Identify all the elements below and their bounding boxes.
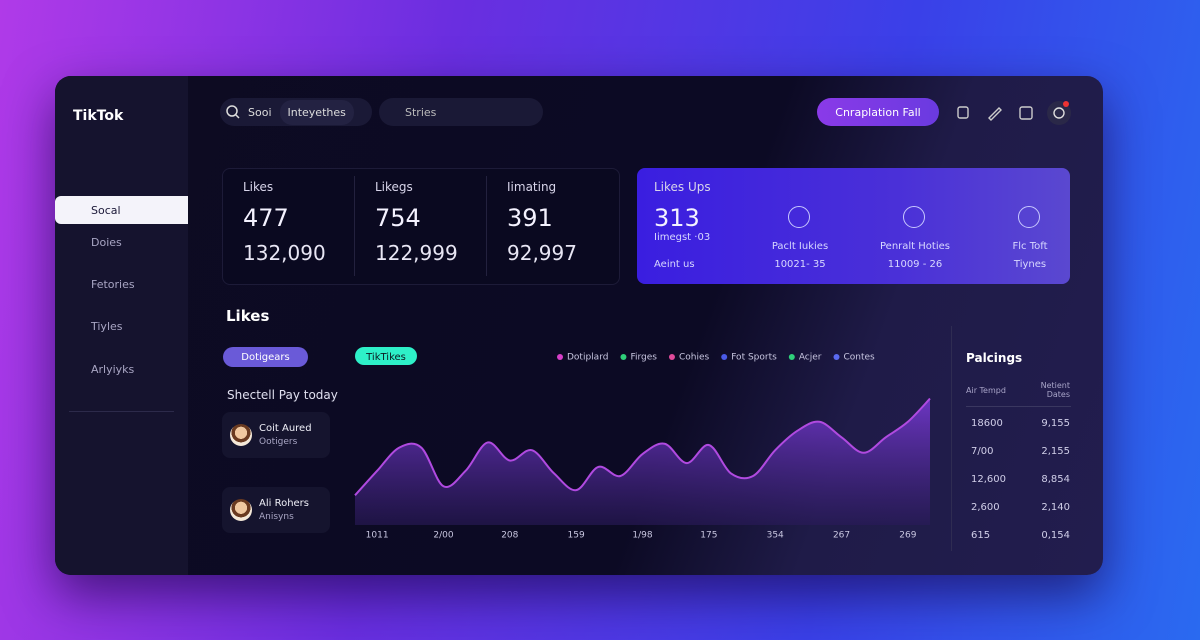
legend-label: Fot Sports (731, 353, 777, 363)
stat-total: 132,090 (243, 241, 326, 265)
ranking-header: Netient Dates (1040, 381, 1070, 399)
ranking-cell: 18600 (971, 418, 1003, 429)
highlight-label: Penralt Hoties (880, 241, 950, 252)
highlight-icon (1018, 206, 1040, 228)
search-icon (226, 105, 240, 119)
stat-value: 754 (375, 204, 421, 232)
ranking-cell: 2,155 (1041, 446, 1070, 457)
highlight-title: Likes Ups (654, 180, 711, 194)
highlight-card (637, 168, 1070, 284)
highlight-label: Flc Toft (1012, 241, 1048, 252)
stat-label: Iimating (507, 180, 557, 194)
legend-swatch (833, 354, 840, 360)
ranking-cell: 9,155 (1041, 418, 1070, 429)
legend-swatch (788, 354, 795, 360)
line (354, 397, 931, 496)
search-2-text: Stries (405, 105, 437, 119)
people-title: Shectell Pay today (227, 388, 338, 402)
ranking-title: Palcings (966, 351, 1023, 365)
divider (69, 411, 174, 412)
legend-label: Firges (630, 353, 657, 363)
ranking-cell: 8,854 (1041, 474, 1070, 485)
search-label: Sooi (248, 105, 272, 119)
divider (951, 326, 952, 551)
highlight-footer: Aeint us (654, 259, 695, 270)
highlight-icon (903, 206, 925, 228)
x-tick-label: 208 (501, 531, 518, 541)
section-title: Likes (226, 307, 270, 325)
ranking-cell: 2,140 (1041, 502, 1070, 513)
chart-tag: TikTikes (365, 352, 406, 363)
legend-label: Contes (844, 353, 876, 363)
x-tick-label: 159 (568, 531, 585, 541)
highlight-value: 313 (654, 204, 700, 232)
avatar (230, 499, 252, 521)
chart: TikTikes Dotiplard Firges Cohies Fot Sports… (354, 347, 931, 541)
ranking-cell: 615 (971, 530, 991, 541)
divider (354, 176, 355, 276)
x-tick-label: 269 (899, 531, 916, 541)
chart-tag-bg (355, 347, 417, 365)
stat-total: 92,997 (507, 241, 577, 265)
stats-card (222, 168, 620, 285)
highlight-sub: Iimegst ·03 (654, 232, 711, 243)
nav-item[interactable]: Fetories (91, 277, 135, 291)
avatar (230, 424, 252, 446)
sidebar: TikTok Socal Doies Fetories Tiyles Arlyi… (55, 76, 188, 575)
person-name: Ali Rohers (259, 498, 310, 509)
stat-label: Likegs (375, 180, 413, 194)
search-value: Inteyethes (279, 99, 354, 125)
highlight-icon (788, 206, 810, 228)
nav-item[interactable]: Socal (55, 196, 188, 224)
search[interactable]: Sooi Inteyethes (220, 98, 372, 126)
x-tick-label: 175 (700, 531, 717, 541)
search-2[interactable]: Stries (379, 98, 543, 126)
ranking-cell: 12,600 (971, 474, 1006, 485)
divider (966, 406, 1071, 407)
stat-value: 477 (243, 204, 289, 232)
legend-swatch (668, 354, 675, 360)
nav-item[interactable]: Doies (91, 235, 122, 249)
highlight-value: Tiynes (1013, 259, 1047, 270)
nav-item[interactable]: Arlyiyks (91, 362, 135, 376)
ranking-cell: 7/00 (971, 446, 994, 457)
person-name: Coit Aured (259, 423, 312, 434)
window: TikTok Socal Doies Fetories Tiyles Arlyi… (55, 76, 1103, 575)
period-button[interactable]: Cnraplation Fall (817, 98, 939, 126)
ranking-cell: 2,600 (971, 502, 1000, 513)
highlight-value: 10021- 35 (774, 259, 826, 270)
legend-label: Dotiplard (567, 353, 608, 363)
area (355, 398, 930, 525)
x-tick-label: 1011 (366, 531, 389, 541)
person-role: Anisyns (259, 512, 294, 522)
ranking-cell: 0,154 (1041, 530, 1070, 541)
highlight-value: 11009 - 26 (887, 259, 943, 270)
x-tick-label: 354 (767, 531, 784, 541)
divider (486, 176, 487, 276)
legend-swatch (721, 354, 728, 360)
legend-swatch (620, 354, 627, 360)
nav-item[interactable]: Tiyles (91, 319, 123, 333)
stat-value: 391 (507, 204, 553, 232)
ranking-header: Air Tempd (966, 386, 1006, 395)
stat-label: Likes (243, 180, 274, 194)
legend-swatch (557, 354, 563, 360)
toolbar-icons[interactable] (953, 100, 1078, 126)
person-role: Ootigers (259, 437, 298, 447)
x-tick-label: 2/00 (433, 531, 453, 541)
x-tick-label: 267 (833, 531, 850, 541)
highlight-label: Paclt Iukies (771, 241, 829, 252)
legend-label: Acjer (799, 353, 822, 363)
filter[interactable]: Dotigears (223, 347, 308, 367)
legend-label: Cohies (679, 353, 710, 363)
stat-total: 122,999 (375, 241, 458, 265)
logo[interactable]: TikTok (73, 108, 124, 124)
x-tick-label: 1/98 (632, 531, 652, 541)
